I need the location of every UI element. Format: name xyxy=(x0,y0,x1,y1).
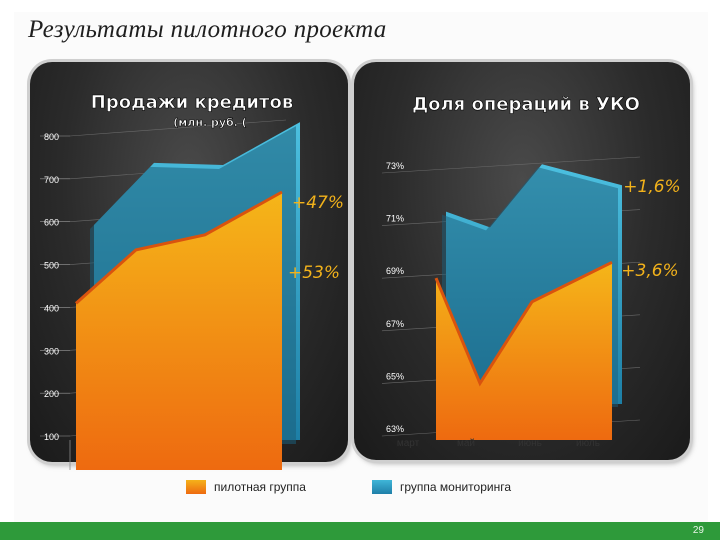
page-title: Результаты пилотного проекта xyxy=(28,16,387,43)
sales-series-pilot xyxy=(76,192,282,470)
sales-ytick-label: 300 xyxy=(44,346,59,356)
sales-chart: 800 700 600 500 400 300 200 100 Продажи кредито… xyxy=(40,92,344,470)
sales-ytick-label: 800 xyxy=(44,132,59,142)
share-xtick-label: июнь xyxy=(518,438,542,449)
share-ytick-label: 71% xyxy=(386,214,404,224)
sales-ytick-label: 200 xyxy=(44,389,59,399)
sales-chart-title: Продажи кредитов xyxy=(91,92,293,113)
share-annotation-monitoring: +1,6% xyxy=(623,177,680,197)
sales-series-pilot-edge xyxy=(75,190,283,305)
share-ytick-label: 67% xyxy=(386,319,404,329)
sales-gridline xyxy=(69,119,287,137)
page-number: 29 xyxy=(692,525,704,536)
share-gridline xyxy=(381,156,641,174)
legend-monitoring-swatch xyxy=(372,480,392,494)
share-annotation-pilot: +3,6% xyxy=(621,261,678,281)
share-series-pilot xyxy=(436,262,612,440)
share-yticks: 73% 71% 69% 67% 65% 63% xyxy=(386,161,404,434)
share-ytick-label: 65% xyxy=(386,371,404,381)
sales-ytick-label: 400 xyxy=(44,303,59,313)
share-areas xyxy=(434,164,622,440)
sales-ytick-label: 600 xyxy=(44,218,59,228)
share-series-pilot-edge xyxy=(434,260,613,387)
sales-areas xyxy=(75,122,300,470)
share-xtick-label: июль xyxy=(576,438,600,449)
share-xticks: март май июнь июль xyxy=(397,438,600,449)
legend-monitoring-label: группа мониторинга xyxy=(400,480,511,494)
share-xtick-label: май xyxy=(457,438,475,449)
share-ytick-label: 73% xyxy=(386,161,404,171)
share-chart-title: Доля операций в УКО xyxy=(412,94,640,115)
sales-yticks: 800 700 600 500 400 300 200 100 xyxy=(44,132,59,442)
sales-chart-subtitle: (млн. руб. ( xyxy=(173,116,246,129)
sales-ytick-label: 500 xyxy=(44,261,59,271)
sales-ytick-label: 700 xyxy=(44,175,59,185)
share-ytick-label: 63% xyxy=(386,424,404,434)
legend-pilot: пилотная группа xyxy=(186,480,306,494)
sales-annotation-monitoring: +47% xyxy=(292,193,344,213)
share-xtick-label: март xyxy=(397,438,420,449)
legend-monitoring: группа мониторинга xyxy=(372,480,511,494)
share-chart: 73% 71% 69% 67% 65% 63% март май июнь июль Доля … xyxy=(381,94,681,449)
legend-pilot-label: пилотная группа xyxy=(214,480,306,494)
sales-ytick-label: 100 xyxy=(44,432,59,442)
sales-annotation-pilot: +53% xyxy=(288,263,340,283)
legend-pilot-swatch xyxy=(186,480,206,494)
bottom-band xyxy=(0,522,720,540)
share-ytick-label: 69% xyxy=(386,266,404,276)
